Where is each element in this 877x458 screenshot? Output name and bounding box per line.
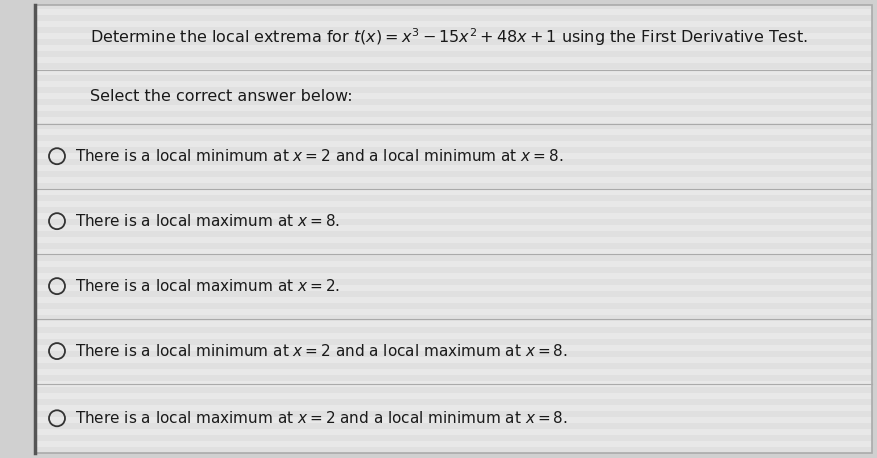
Bar — [35, 93, 872, 99]
Bar — [35, 351, 872, 357]
Bar — [35, 273, 872, 279]
Bar — [35, 249, 872, 255]
Bar — [35, 189, 872, 195]
Bar — [35, 183, 872, 189]
Bar — [35, 399, 872, 405]
Text: There is a local maximum at $x = 2$.: There is a local maximum at $x = 2$. — [75, 278, 340, 294]
Bar — [35, 357, 872, 363]
Bar — [35, 231, 872, 237]
Bar — [35, 147, 872, 153]
Bar — [35, 339, 872, 345]
Bar — [35, 21, 872, 27]
Text: There is a local minimum at $x = 2$ and a local minimum at $x = 8$.: There is a local minimum at $x = 2$ and … — [75, 148, 563, 164]
Bar — [35, 171, 872, 177]
Bar — [35, 369, 872, 375]
Bar — [35, 423, 872, 429]
Bar — [35, 285, 872, 291]
Bar — [35, 213, 872, 219]
Bar — [35, 129, 872, 135]
Bar — [35, 75, 872, 81]
Bar — [35, 387, 872, 393]
Bar — [35, 99, 872, 105]
Bar — [35, 165, 872, 171]
Bar — [35, 111, 872, 117]
Bar — [35, 45, 872, 51]
Bar — [35, 363, 872, 369]
Text: There is a local maximum at $x = 2$ and a local minimum at $x = 8$.: There is a local maximum at $x = 2$ and … — [75, 410, 567, 426]
Bar — [35, 117, 872, 123]
Text: There is a local maximum at $x = 8$.: There is a local maximum at $x = 8$. — [75, 213, 340, 229]
Bar — [35, 123, 872, 129]
Text: Select the correct answer below:: Select the correct answer below: — [90, 89, 353, 104]
Text: Determine the local extrema for $t(x) = x^3 - 15x^2 + 48x + 1$ using the First D: Determine the local extrema for $t(x) = … — [90, 27, 808, 49]
Bar — [35, 201, 872, 207]
Bar — [35, 81, 872, 87]
Bar — [35, 393, 872, 399]
Bar — [35, 447, 872, 453]
Bar — [35, 15, 872, 21]
Bar — [35, 63, 872, 69]
Bar — [35, 435, 872, 441]
Bar — [35, 57, 872, 63]
Bar — [35, 39, 872, 45]
Bar — [35, 309, 872, 315]
Bar — [35, 327, 872, 333]
Bar — [35, 441, 872, 447]
Bar — [35, 291, 872, 297]
Bar — [35, 219, 872, 225]
Bar — [35, 177, 872, 183]
Bar — [35, 315, 872, 321]
Bar — [35, 333, 872, 339]
Bar — [35, 411, 872, 417]
Text: There is a local minimum at $x = 2$ and a local maximum at $x = 8$.: There is a local minimum at $x = 2$ and … — [75, 343, 567, 359]
Bar — [35, 303, 872, 309]
Bar — [35, 153, 872, 159]
Bar — [35, 195, 872, 201]
Bar — [35, 237, 872, 243]
Bar — [35, 405, 872, 411]
Bar — [35, 33, 872, 39]
Bar — [35, 429, 872, 435]
Bar — [35, 5, 872, 9]
Bar — [35, 297, 872, 303]
Bar — [35, 321, 872, 327]
Bar — [35, 225, 872, 231]
Bar — [35, 27, 872, 33]
Bar — [35, 207, 872, 213]
Bar — [35, 9, 872, 15]
Bar — [35, 159, 872, 165]
Bar — [35, 51, 872, 57]
Bar — [35, 255, 872, 261]
Bar — [35, 417, 872, 423]
Bar — [35, 243, 872, 249]
Bar — [35, 105, 872, 111]
Bar — [35, 267, 872, 273]
Bar — [35, 141, 872, 147]
Bar — [35, 87, 872, 93]
Bar — [35, 279, 872, 285]
Bar — [35, 261, 872, 267]
Bar — [35, 69, 872, 75]
Bar — [35, 375, 872, 381]
Bar — [35, 135, 872, 141]
Bar — [35, 381, 872, 387]
Bar — [35, 345, 872, 351]
